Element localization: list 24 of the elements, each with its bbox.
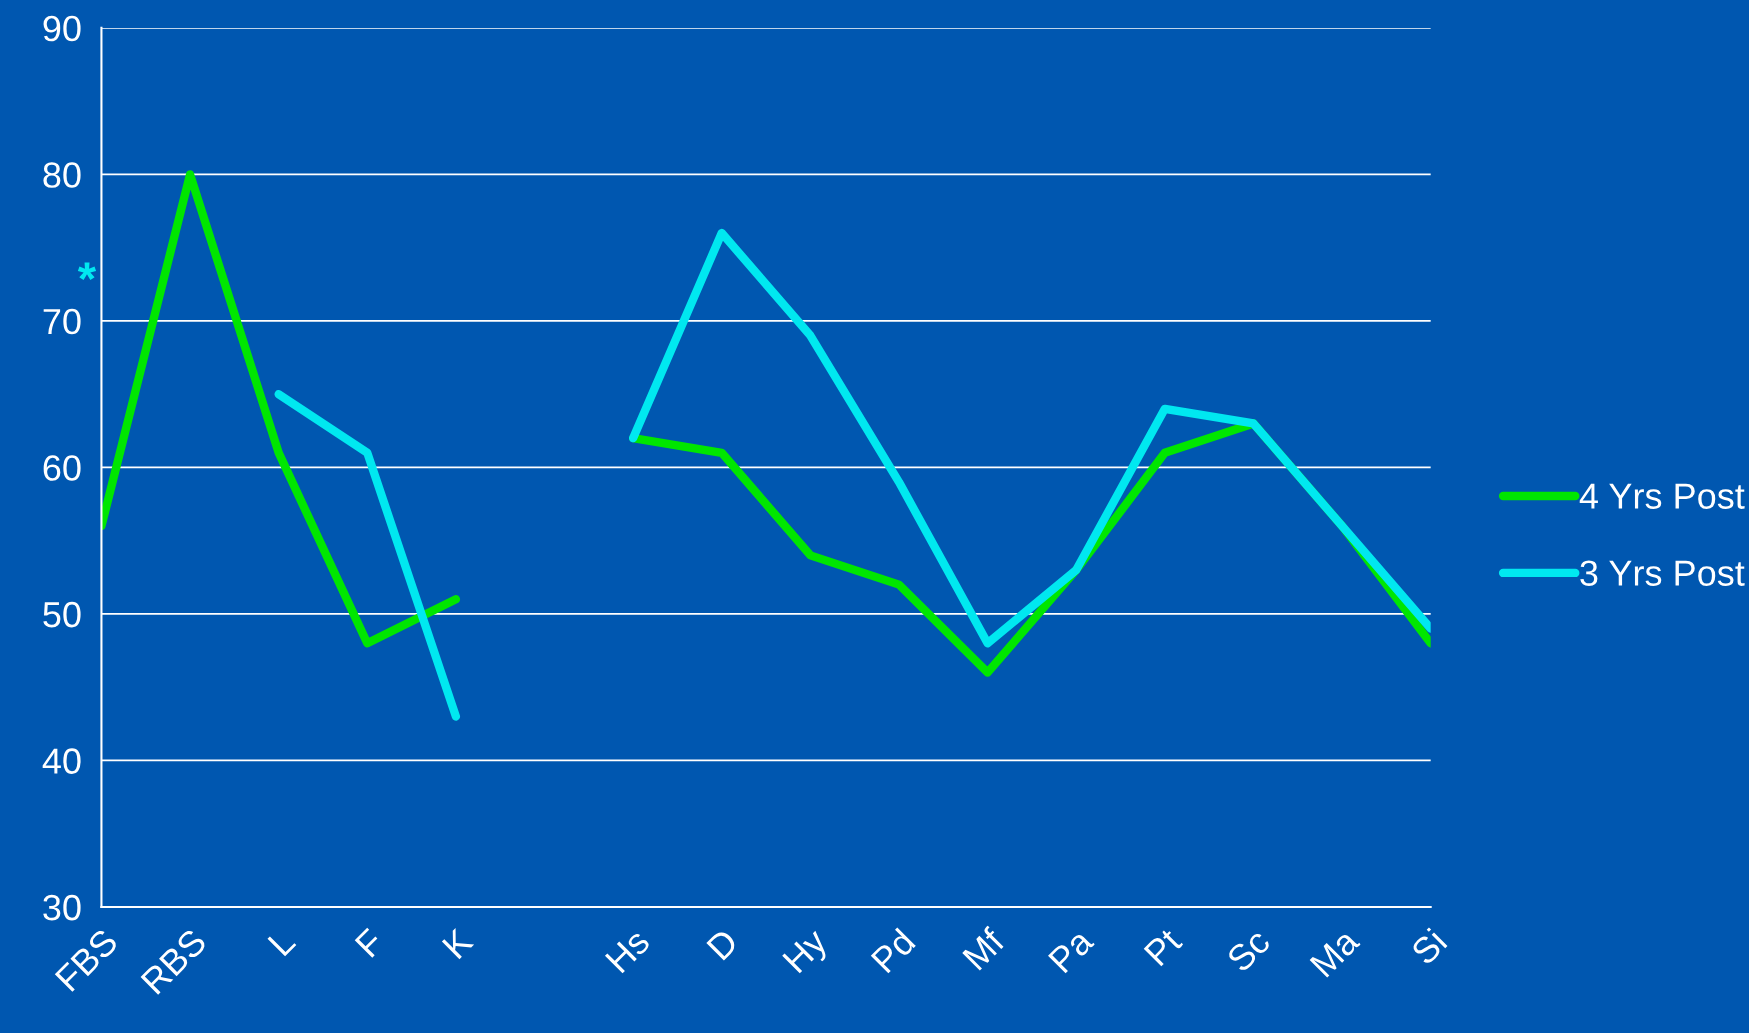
x-tick-label: L xyxy=(267,927,297,957)
x-tick-label: Si xyxy=(1409,927,1448,967)
y-tick-label: 50 xyxy=(43,601,81,628)
x-tick-label: F xyxy=(354,927,385,958)
x-tick-label: Sc xyxy=(1225,927,1272,974)
y-tick-label: 80 xyxy=(43,162,81,188)
y-tick-label: 60 xyxy=(43,455,81,481)
y-tick-label: 70 xyxy=(43,308,81,335)
x-tick-label: Hy xyxy=(782,926,835,979)
legend-label: 3 Yrs Post xyxy=(1580,560,1745,586)
y-tick-label: 30 xyxy=(43,894,81,921)
x-tick-label: D xyxy=(706,927,740,961)
x-tick-label: Hs xyxy=(604,927,651,974)
x-tick-label: Mf xyxy=(961,925,1007,971)
x-tick-label: Pa xyxy=(1048,926,1095,974)
y-tick-label: 90 xyxy=(43,15,81,42)
x-tick-label: FBS xyxy=(54,927,120,993)
x-tick-label: Ma xyxy=(1309,926,1361,978)
x-tick-label: Pt xyxy=(1143,926,1184,967)
y-tick-label: 40 xyxy=(42,748,81,774)
legend-label: 4 Yrs Post xyxy=(1579,483,1745,509)
text: * xyxy=(77,262,97,281)
x-tick-label: Pd xyxy=(869,927,917,974)
x-tick-label: K xyxy=(441,926,475,960)
